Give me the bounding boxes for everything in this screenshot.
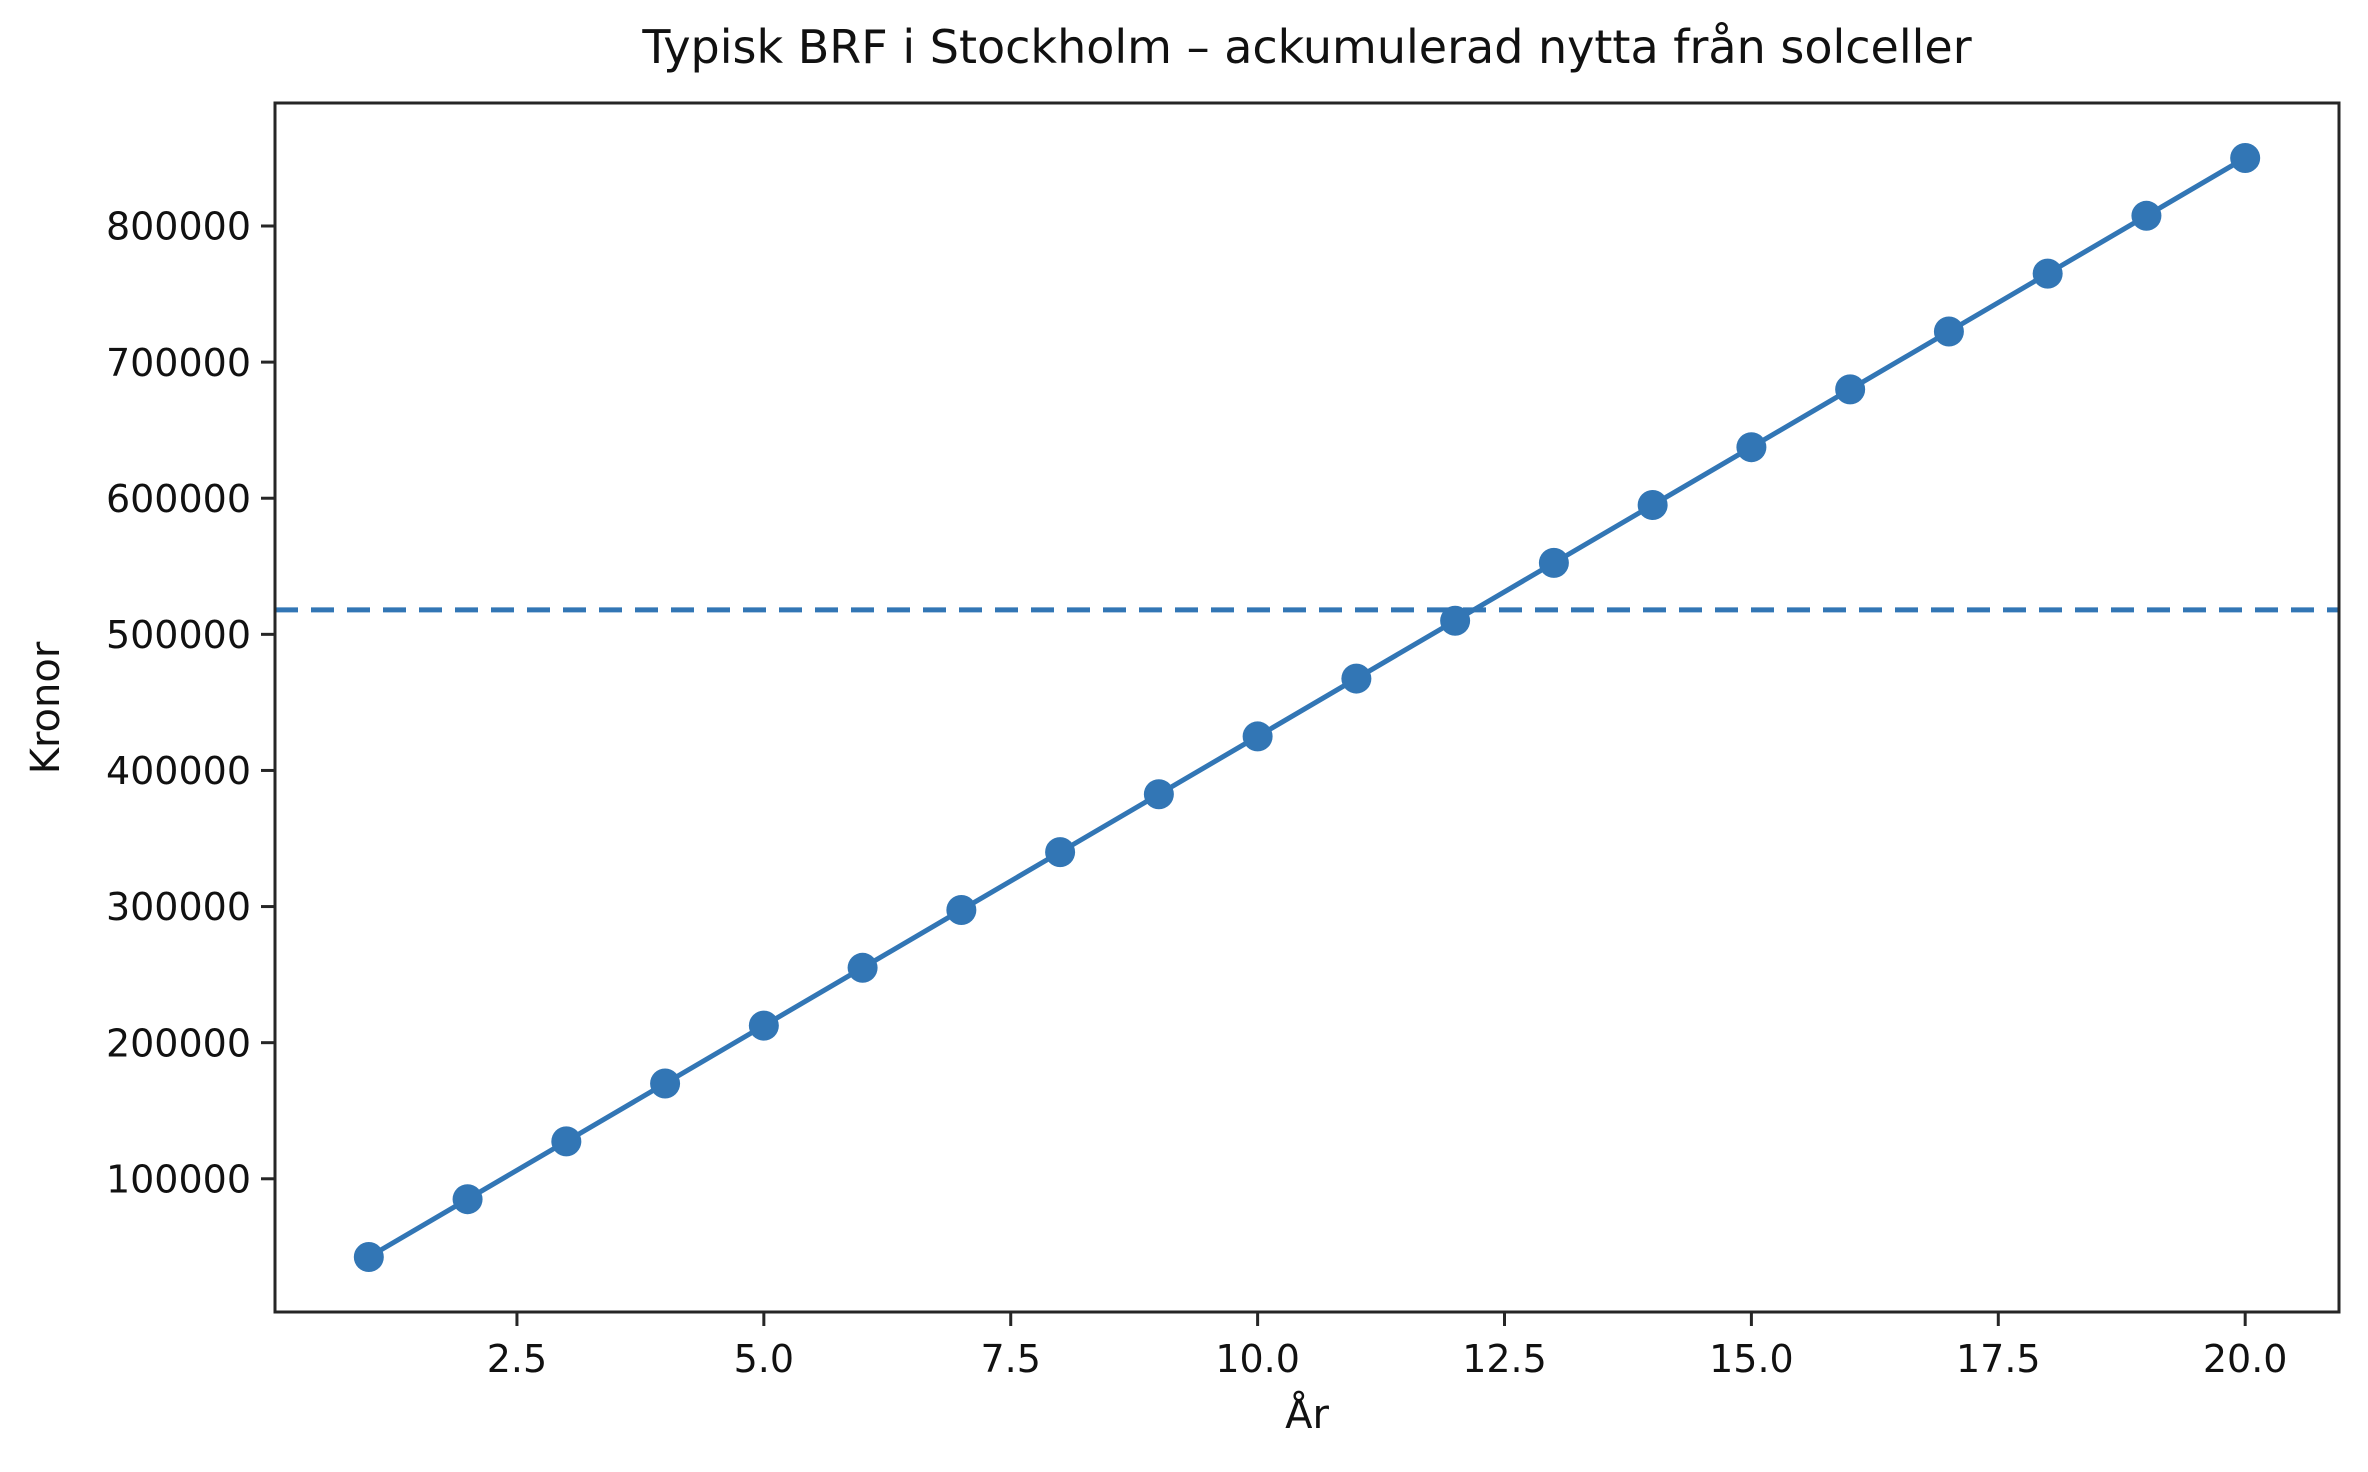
data-point — [1440, 605, 1471, 636]
data-point — [1341, 663, 1372, 694]
data-point — [1242, 721, 1273, 752]
data-point — [1835, 374, 1866, 405]
data-point — [452, 1184, 483, 1215]
data-point — [1143, 779, 1174, 810]
x-axis-tick-label: 12.5 — [1462, 1337, 1547, 1381]
x-axis-tick-label: 15.0 — [1709, 1337, 1794, 1381]
data-point — [650, 1068, 681, 1099]
data-point — [946, 894, 977, 925]
data-point — [2032, 258, 2063, 289]
data-point — [748, 1010, 779, 1041]
data-point — [551, 1126, 582, 1157]
plot-border — [273, 101, 2341, 1314]
y-axis-tick-label: 800000 — [106, 205, 251, 249]
y-axis-tick-label: 300000 — [106, 885, 251, 929]
data-point — [1637, 490, 1668, 521]
data-point — [1538, 547, 1569, 578]
x-axis-label: År — [1285, 1392, 1329, 1438]
chart-title: Typisk BRF i Stockholm – ackumulerad nyt… — [642, 20, 1972, 74]
data-point — [2131, 200, 2162, 231]
x-axis-tick-label: 10.0 — [1215, 1337, 1300, 1381]
y-axis-tick-label: 200000 — [106, 1021, 251, 1065]
data-point — [1045, 837, 1076, 868]
data-point — [353, 1242, 384, 1273]
data-point — [1736, 432, 1767, 463]
y-axis-tick-label: 700000 — [106, 341, 251, 385]
data-point — [1933, 316, 1964, 347]
x-axis-tick-label: 2.5 — [487, 1337, 547, 1381]
y-axis-tick-label: 500000 — [106, 613, 251, 657]
x-axis-tick-label: 17.5 — [1956, 1337, 2041, 1381]
y-axis-tick-label: 600000 — [106, 477, 251, 521]
data-point — [847, 952, 878, 983]
y-axis-tick-label: 400000 — [106, 749, 251, 793]
x-axis-tick-label: 20.0 — [2203, 1337, 2288, 1381]
y-axis-label: Kronor — [23, 641, 69, 775]
series-line — [366, 155, 2248, 1260]
x-axis-tick-label: 7.5 — [981, 1337, 1041, 1381]
x-axis-tick-label: 5.0 — [734, 1337, 794, 1381]
y-axis-tick-label: 100000 — [106, 1157, 251, 1201]
data-point — [2230, 142, 2261, 173]
